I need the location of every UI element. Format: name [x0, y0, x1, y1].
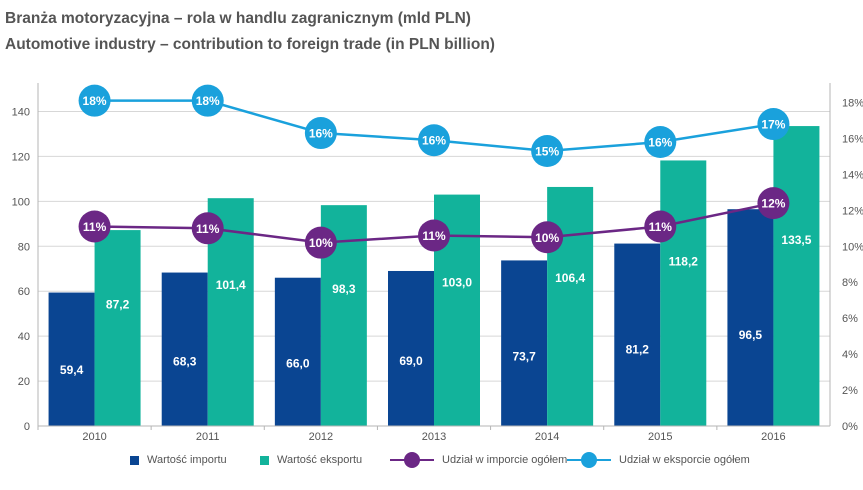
chart-legend: Wartość importu Wartość eksportu Udział …: [0, 448, 863, 472]
point-export-share: [418, 124, 450, 157]
bar-label-import: 81,2: [626, 342, 650, 356]
bar-export: [660, 160, 707, 426]
legend-item-import: Wartość importu: [130, 448, 227, 472]
point-import-share: [644, 210, 677, 243]
bar-import: [614, 243, 661, 426]
x-tick-label: 2015: [648, 431, 672, 443]
y-tick-label-left: 120: [12, 151, 30, 163]
bar-import: [274, 277, 321, 426]
legend-swatch-export: [260, 455, 269, 465]
point-export-share: [78, 84, 111, 117]
bar-label-import: 96,5: [739, 328, 763, 342]
point-label-import-share: 10%: [309, 236, 333, 250]
bar-label-export: 98,3: [332, 282, 356, 296]
bar-label-export: 118,2: [669, 254, 699, 268]
point-export-share: [757, 108, 790, 141]
x-tick-label: 2013: [422, 431, 446, 443]
chart-title-english: Automotive industry – contribution to fo…: [5, 36, 495, 53]
point-import-share: [78, 210, 111, 243]
bar-label-export: 101,4: [216, 278, 246, 292]
legend-item-import-share: Udział w imporcie ogółem: [390, 448, 567, 472]
y-tick-label-right: 4%: [842, 349, 858, 361]
bar-export: [94, 230, 141, 426]
point-export-share: [191, 84, 224, 117]
y-tick-label-right: 10%: [842, 241, 863, 253]
x-tick-label: 2012: [309, 431, 333, 443]
point-label-export-share: 16%: [648, 136, 672, 150]
x-tick-label: 2014: [535, 431, 559, 443]
point-label-import-share: 11%: [83, 220, 107, 234]
point-label-import-share: 10%: [535, 231, 559, 245]
bar-import: [388, 270, 434, 426]
legend-swatch-export-share: [567, 452, 611, 468]
point-import-share: [191, 212, 224, 245]
point-label-import-share: 11%: [649, 220, 673, 234]
legend-label-import: Wartość importu: [147, 454, 227, 466]
bar-label-export: 87,2: [106, 298, 130, 312]
point-label-export-share: 18%: [196, 94, 220, 108]
chart-title-polish: Branża motoryzacyjna – rola w handlu zag…: [5, 10, 471, 27]
point-label-import-share: 11%: [422, 229, 446, 243]
y-tick-label-right: 2%: [842, 385, 858, 397]
point-import-share: [757, 187, 790, 220]
point-export-share: [304, 117, 337, 150]
point-label-export-share: 16%: [422, 134, 446, 148]
bar-export: [547, 186, 594, 426]
y-tick-label-left: 140: [12, 106, 30, 118]
point-label-import-share: 11%: [196, 222, 220, 236]
y-tick-label-left: 0: [24, 421, 30, 433]
legend-label-export-share: Udział w eksporcie ogółem: [619, 454, 750, 466]
y-tick-label-right: 6%: [842, 313, 858, 325]
y-tick-label-left: 80: [18, 241, 30, 253]
bar-label-export: 103,0: [442, 276, 472, 290]
bar-label-export: 106,4: [555, 271, 585, 285]
y-tick-label-right: 12%: [842, 205, 863, 217]
bar-label-import: 69,0: [399, 354, 423, 368]
point-label-export-share: 18%: [83, 94, 107, 108]
point-export-share: [644, 126, 677, 159]
point-import-share: [304, 226, 337, 259]
point-label-export-share: 15%: [535, 145, 559, 159]
legend-label-import-share: Udział w imporcie ogółem: [442, 454, 568, 466]
bar-label-export: 133,5: [781, 233, 811, 247]
y-tick-label-left: 20: [18, 376, 30, 388]
x-tick-label: 2010: [82, 431, 106, 443]
y-tick-label-right: 14%: [842, 169, 863, 181]
bar-label-import: 66,0: [286, 357, 310, 371]
bar-label-import: 59,4: [60, 363, 84, 377]
point-label-export-share: 16%: [309, 127, 333, 141]
y-tick-label-left: 60: [18, 286, 30, 298]
bar-label-import: 73,7: [512, 349, 536, 363]
bar-export: [773, 126, 820, 426]
bar-import: [727, 209, 774, 426]
legend-label-export: Wartość eksportu: [277, 454, 363, 466]
y-tick-label-right: 0%: [842, 421, 858, 433]
y-tick-label-right: 16%: [842, 133, 863, 145]
y-tick-label-left: 40: [18, 331, 30, 343]
point-label-export-share: 17%: [761, 118, 785, 132]
y-tick-label-right: 8%: [842, 277, 858, 289]
y-tick-label-right: 18%: [842, 97, 863, 109]
point-import-share: [418, 219, 450, 252]
bar-import: [161, 272, 208, 426]
point-label-import-share: 12%: [761, 197, 785, 211]
x-tick-label: 2011: [196, 431, 220, 443]
legend-swatch-import-share: [390, 452, 434, 468]
combo-chart: 0 20 40 60 80 100 120 140 0% 2% 4% 6% 8% 10% 12% 14% 16%…: [12, 83, 863, 443]
legend-swatch-import: [130, 455, 139, 465]
bar-import: [501, 260, 548, 426]
point-import-share: [531, 221, 564, 254]
bar-label-import: 68,3: [173, 355, 197, 369]
x-tick-label: 2016: [761, 431, 785, 443]
point-export-share: [531, 135, 564, 168]
legend-item-export: Wartość eksportu: [260, 448, 362, 472]
bar-import: [48, 292, 95, 426]
y-tick-label-left: 100: [12, 196, 30, 208]
chart-titles: Branża motoryzacyjna – rola w handlu zag…: [5, 6, 495, 58]
legend-item-export-share: Udział w eksporcie ogółem: [567, 448, 750, 472]
